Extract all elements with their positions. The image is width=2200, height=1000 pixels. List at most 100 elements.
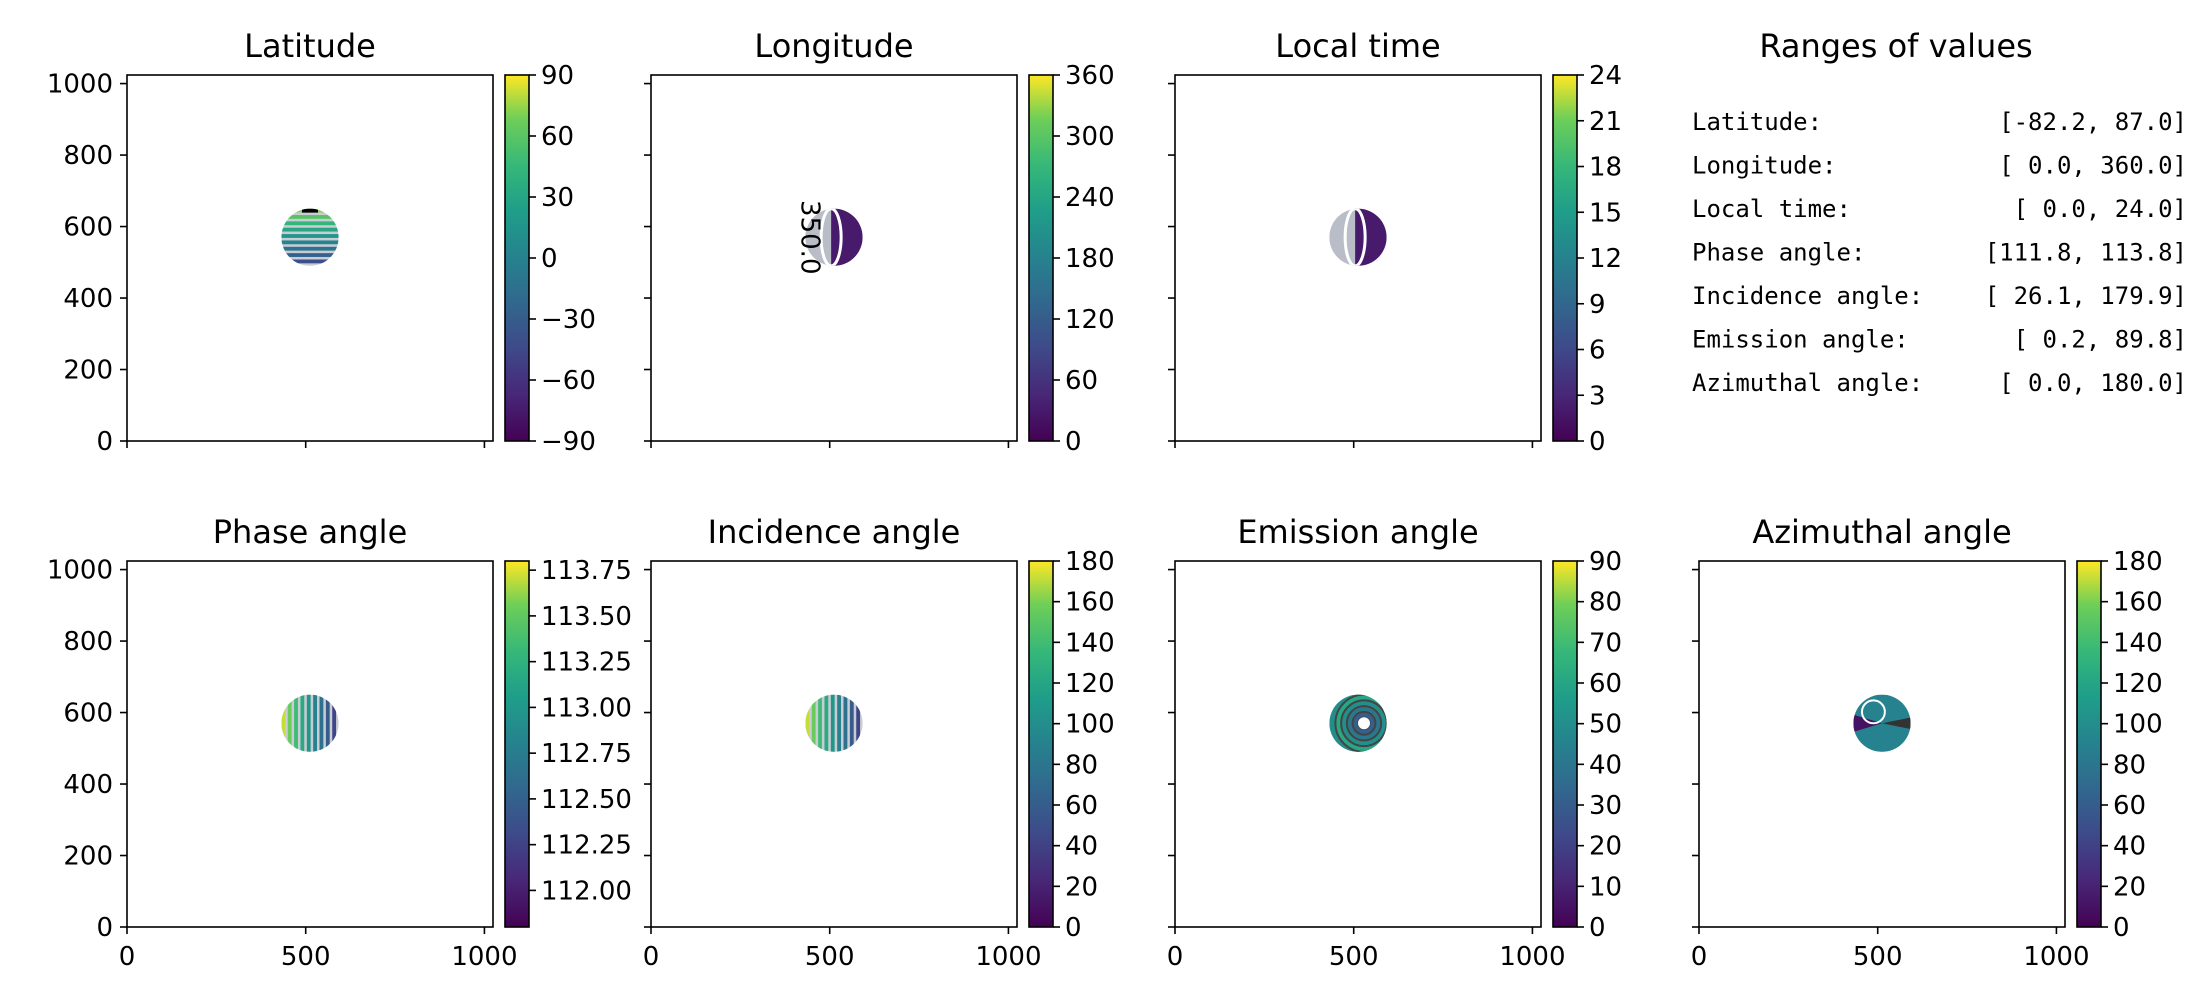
y-tick-label: 0 <box>96 427 113 457</box>
row-range: [ 0.2, 89.8] <box>2014 326 2187 354</box>
colorbar-tick-label: 40 <box>1065 832 1098 862</box>
y-tick-label: 400 <box>63 770 113 800</box>
disk-band <box>281 221 339 226</box>
panel-title: Incidence angle <box>708 513 961 551</box>
colorbar-tick-label: 113.00 <box>541 693 632 723</box>
y-tick-label: 0 <box>96 913 113 943</box>
table-row: Azimuthal angle: [ 0.0, 180.0] <box>1692 369 2187 397</box>
panel-title: Azimuthal angle <box>1752 513 2011 551</box>
colorbar-tick-label: 112.00 <box>541 876 632 906</box>
disk-band <box>332 694 337 752</box>
colorbar-tick-label: 6 <box>1589 336 1606 366</box>
row-range: [-82.2, 87.0] <box>1999 108 2187 136</box>
disk-band <box>281 694 286 752</box>
colorbar-tick-label: 120 <box>2113 669 2163 699</box>
disk-band <box>837 694 841 752</box>
y-tick-label: 800 <box>63 141 113 171</box>
colorbar-tick-label: 40 <box>1589 750 1622 780</box>
x-tick-label: 0 <box>1167 942 1184 972</box>
colorbar-tick-label: 240 <box>1065 183 1115 213</box>
axes-frame <box>126 74 494 442</box>
colorbar-tick-label: 20 <box>2113 872 2146 902</box>
colorbar-tick-label: 113.50 <box>541 602 632 632</box>
disk-band <box>830 694 835 752</box>
panel-6: Emission angle 0 500 1000 0 10 20 30 40 50 60 70 80 9… <box>1167 513 1622 972</box>
contour-line <box>1343 208 1367 266</box>
colorbar-tick-label: 180 <box>2113 547 2163 577</box>
y-tick-label: 1000 <box>47 556 113 586</box>
y-tick-label: 200 <box>63 842 113 872</box>
table-row: Latitude: [-82.2, 87.0] <box>1692 108 2187 136</box>
planet-disk <box>281 694 339 752</box>
colorbar-tick-label: 0 <box>1589 913 1606 943</box>
x-tick-label: 500 <box>1329 942 1379 972</box>
disk-band <box>849 694 854 752</box>
colorbar-tick-label: 140 <box>2113 628 2163 658</box>
colorbar-tick-label: −90 <box>541 427 596 457</box>
contour-line <box>1860 699 1886 725</box>
planet-disk <box>281 208 339 266</box>
colorbar-tick-label: 300 <box>1065 122 1115 152</box>
colorbar-tick-label: 40 <box>2113 832 2146 862</box>
table-row: Longitude: [ 0.0, 360.0] <box>1692 152 2187 180</box>
planet-disk <box>1329 208 1387 266</box>
x-tick-label: 1000 <box>1499 942 1565 972</box>
row-label: Azimuthal angle: <box>1692 369 1923 397</box>
colorbar-tick-label: 9 <box>1589 290 1606 320</box>
table-row: Phase angle: [111.8, 113.8] <box>1692 239 2187 267</box>
colorbar-frame <box>1028 560 1054 928</box>
disk-band <box>824 694 829 752</box>
disk-band <box>294 694 298 752</box>
x-tick-label: 500 <box>805 942 855 972</box>
colorbar-tick-label: 60 <box>541 122 574 152</box>
colorbar-tick-label: 12 <box>1589 244 1622 274</box>
y-tick-label: 1000 <box>47 70 113 100</box>
colorbar-tick-label: 112.25 <box>541 831 632 861</box>
table-row: Local time: [ 0.0, 24.0] <box>1692 195 2187 223</box>
colorbar-tick-label: 100 <box>2113 710 2163 740</box>
colorbar-tick-label: 120 <box>1065 305 1115 335</box>
colorbar-tick-label: 0 <box>2113 913 2130 943</box>
colorbar-tick-label: 0 <box>1065 913 1082 943</box>
colorbar-tick-label: 20 <box>1065 872 1098 902</box>
colorbar-tick-label: 21 <box>1589 107 1622 137</box>
colorbar-tick-label: 140 <box>1065 628 1115 658</box>
contour-label: 350.0 <box>794 200 824 274</box>
colorbar-tick-label: 113.75 <box>541 556 632 586</box>
disk-wedge <box>1853 714 1882 732</box>
colorbar-tick-label: 0 <box>1065 427 1082 457</box>
planet-disk <box>1853 694 1911 752</box>
colorbar-tick-label: 50 <box>1589 710 1622 740</box>
colorbar-tick-label: 18 <box>1589 153 1622 183</box>
disk-band <box>811 694 816 752</box>
panel-title: Longitude <box>754 27 913 65</box>
row-label: Emission angle: <box>1692 326 1909 354</box>
x-tick-label: 1000 <box>451 942 517 972</box>
panel-2: Local time 0 3 6 9 12 15 18 21 24 <box>1168 27 1622 457</box>
y-tick-label: 600 <box>63 699 113 729</box>
axes-frame <box>1698 560 2066 928</box>
row-label: Phase angle: <box>1692 239 1865 267</box>
colorbar-tick-label: 60 <box>1065 366 1098 396</box>
colorbar-frame <box>504 560 530 928</box>
x-tick-label: 0 <box>643 942 660 972</box>
colorbar <box>505 75 529 441</box>
axes-frame <box>650 560 1018 928</box>
colorbar-tick-label: 100 <box>1065 710 1115 740</box>
x-tick-label: 0 <box>119 942 136 972</box>
disk-band <box>281 234 339 238</box>
colorbar-tick-label: 60 <box>2113 791 2146 821</box>
y-tick-label: 400 <box>63 284 113 314</box>
y-tick-label: 600 <box>63 213 113 243</box>
colorbar-tick-label: 60 <box>1589 669 1622 699</box>
row-range: [ 0.0, 180.0] <box>1999 369 2187 397</box>
panel-4: Phase angle 0 200 400 600 800 1000 0 500 1000 112.… <box>47 513 632 972</box>
axes-frame <box>1174 560 1542 928</box>
disk-half <box>1329 208 1356 266</box>
colorbar <box>2077 561 2101 927</box>
colorbar-frame <box>1552 560 1578 928</box>
row-range: [ 0.0, 24.0] <box>2014 195 2187 223</box>
axes-frame <box>1174 74 1542 442</box>
axes-frame <box>650 74 1018 442</box>
disk-band <box>300 694 305 752</box>
